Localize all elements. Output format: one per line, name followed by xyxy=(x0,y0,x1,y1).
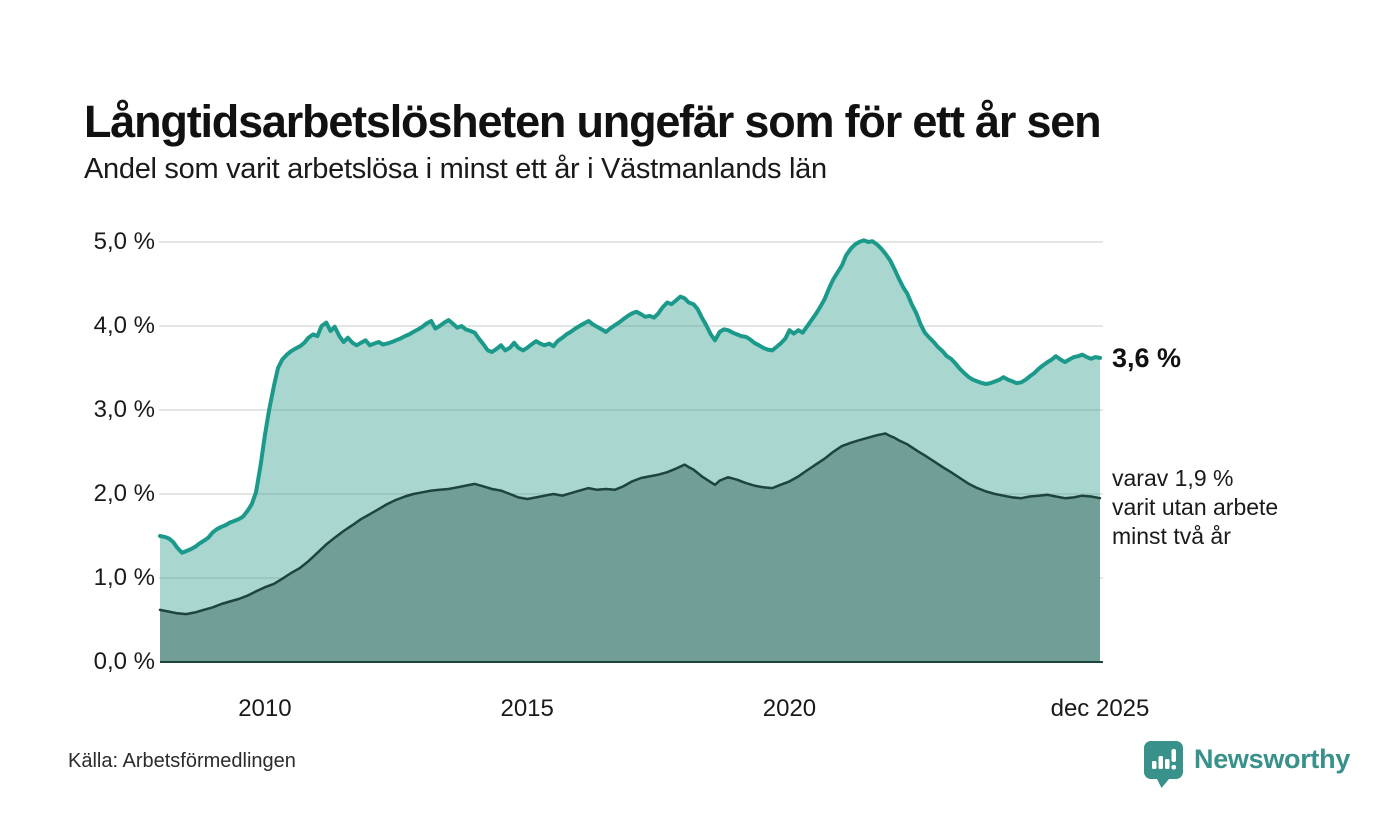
one-year-line xyxy=(158,238,1102,555)
y-tick-label: 2,0 % xyxy=(93,480,155,507)
x-tick-label: 2015 xyxy=(500,695,554,722)
y-tick-label: 4,0 % xyxy=(93,312,155,339)
newsworthy-pin-icon xyxy=(1144,741,1183,788)
two-year-area-fill xyxy=(160,433,1100,662)
x-tick-label: 2010 xyxy=(238,695,292,722)
latest-value-label: 3,6 % xyxy=(1112,343,1182,373)
two-year-note-label: varav 1,9 % varit utan arbete minst två … xyxy=(1112,465,1279,549)
y-tick-label: 5,0 % xyxy=(93,228,155,255)
two-year-line xyxy=(158,432,1102,616)
y-tick-label: 1,0 % xyxy=(93,564,155,591)
page-title: Långtidsarbetslösheten ungefär som för e… xyxy=(84,96,1102,148)
y-tick-label: 0,0 % xyxy=(93,648,155,675)
source-caption: Källa: Arbetsförmedlingen xyxy=(68,750,296,772)
chart-subtitle: Andel som varit arbetslösa i minst ett å… xyxy=(84,153,827,185)
x-tick-label: 2020 xyxy=(762,695,817,722)
brand-logo: Newsworthy xyxy=(1143,740,1350,790)
y-tick-label: 3,0 % xyxy=(93,396,155,423)
brand-name: Newsworthy xyxy=(1194,744,1351,774)
x-tick-label: dec 2025 xyxy=(1050,695,1150,722)
